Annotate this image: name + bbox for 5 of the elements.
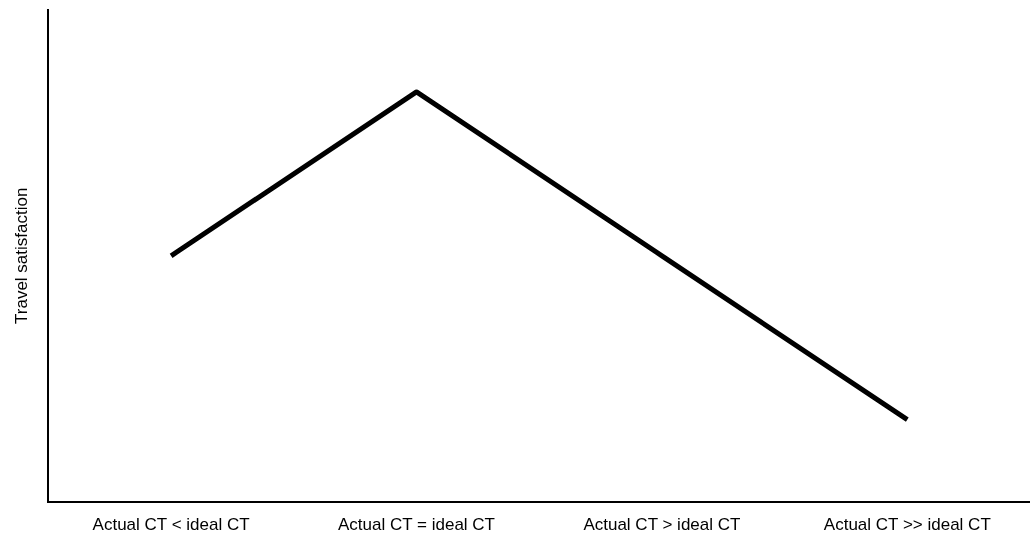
- x-tick-label: Actual CT > ideal CT: [583, 515, 741, 535]
- y-axis-title: Travel satisfaction: [11, 187, 31, 324]
- x-tick-label: Actual CT < ideal CT: [92, 515, 250, 535]
- x-tick-label: Actual CT >> ideal CT: [823, 515, 991, 535]
- x-tick-label: Actual CT = ideal CT: [337, 515, 496, 535]
